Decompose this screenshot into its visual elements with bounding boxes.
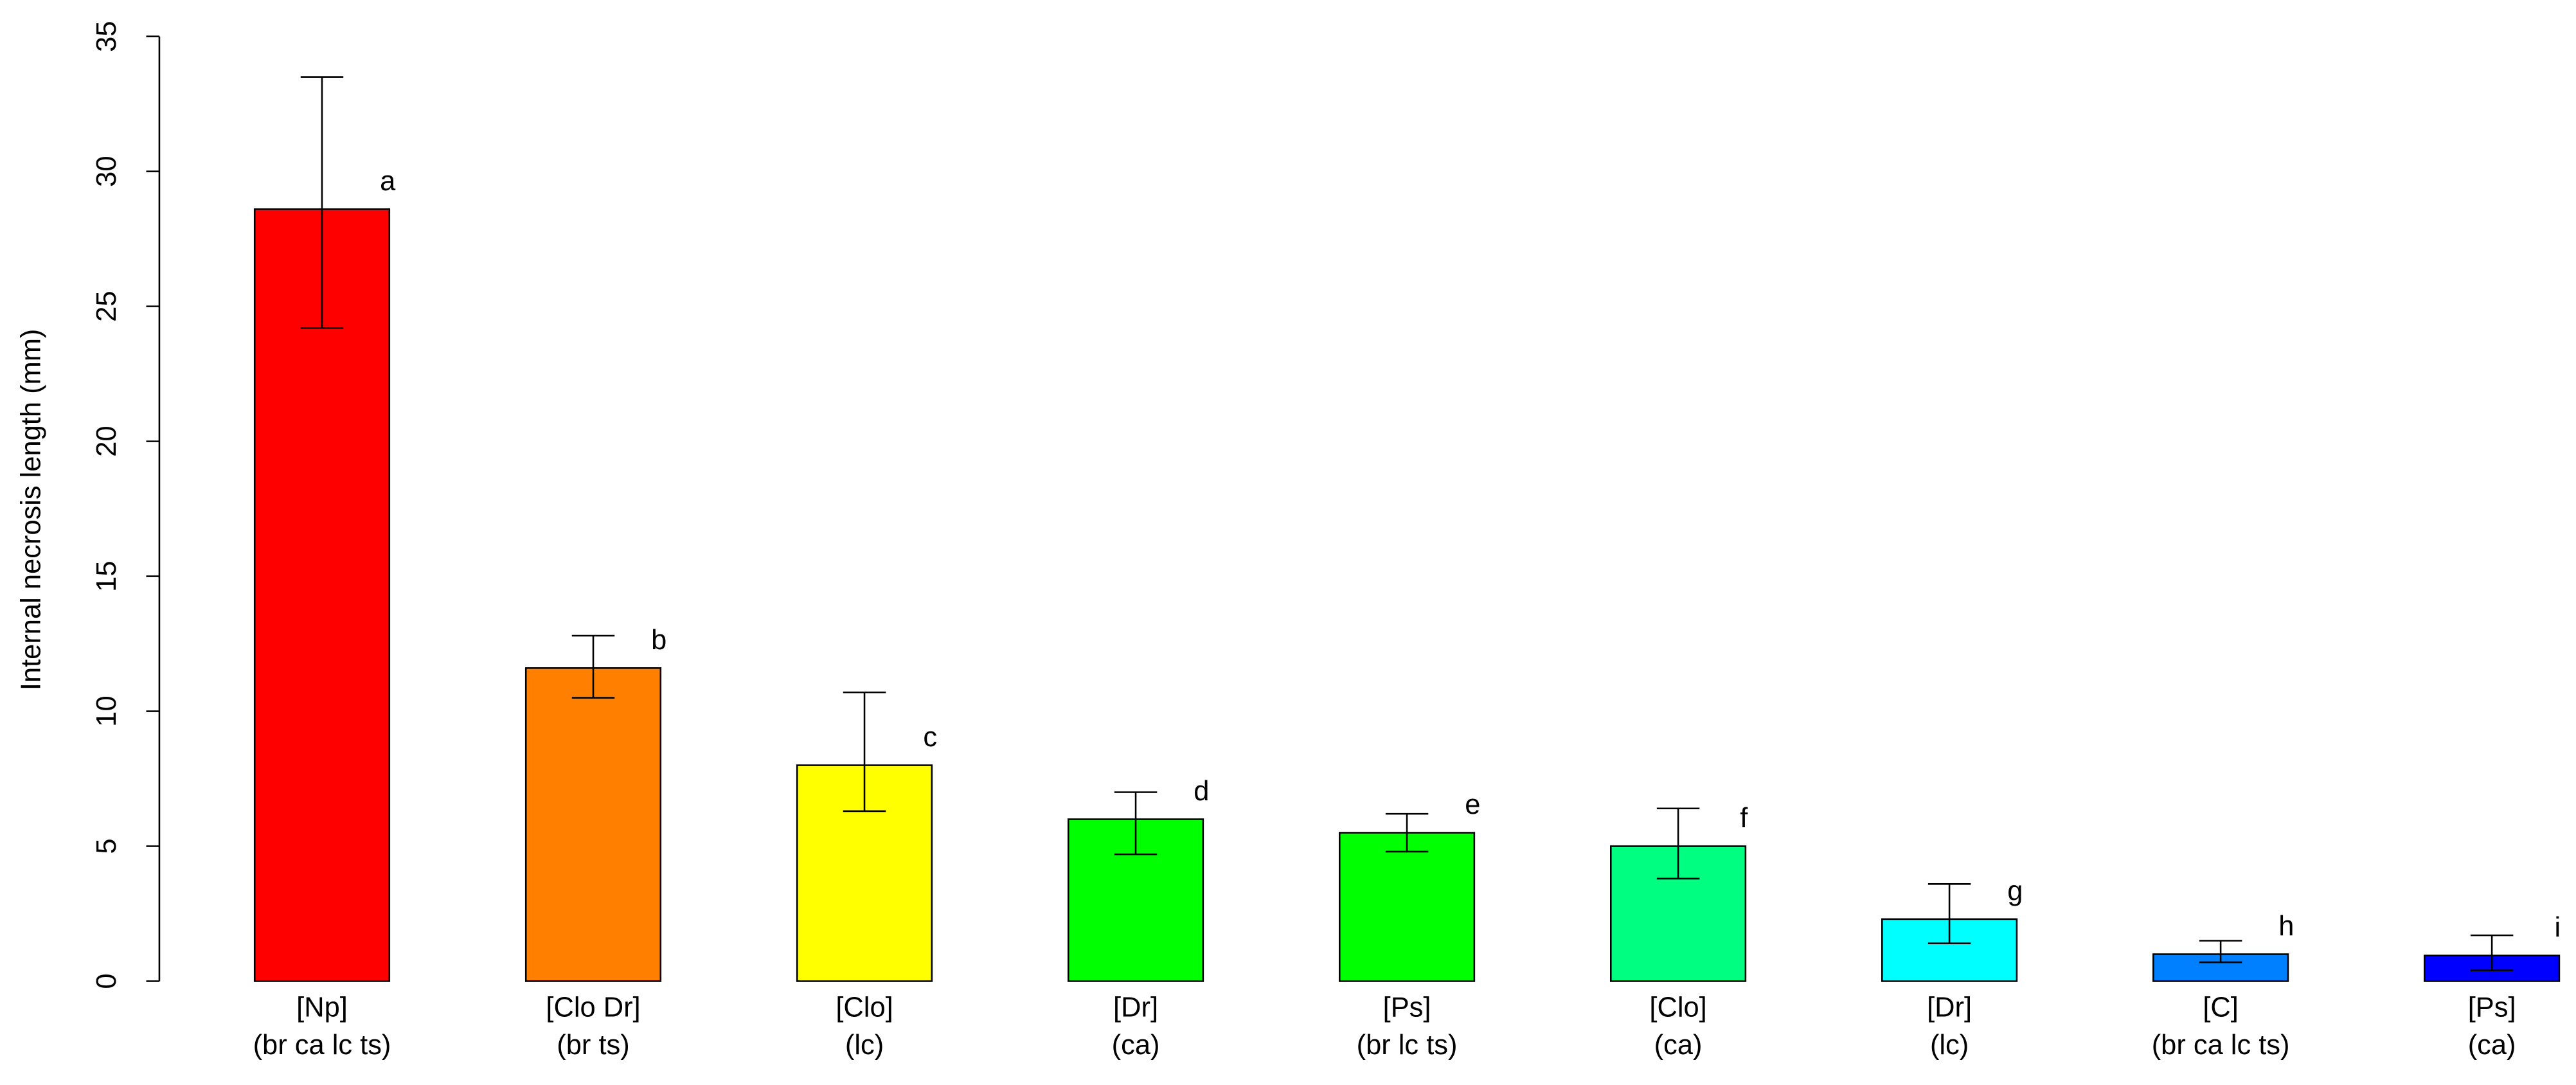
y-tick-label: 10 bbox=[91, 695, 122, 726]
x-tick-label: [Np] bbox=[296, 992, 348, 1023]
annotation: e bbox=[1465, 789, 1480, 820]
x-tick-label: (lc) bbox=[1930, 1030, 1969, 1061]
x-tick-label: [Dr] bbox=[1113, 992, 1158, 1023]
annotation: i bbox=[2555, 912, 2561, 943]
y-tick-label: 5 bbox=[91, 838, 122, 854]
x-tick-label: [Ps] bbox=[2468, 992, 2516, 1023]
x-tick-label: [C] bbox=[2203, 992, 2239, 1023]
y-tick-label: 15 bbox=[91, 560, 122, 591]
annotation: c bbox=[923, 722, 937, 753]
x-tick-label: (ca) bbox=[1112, 1030, 1160, 1061]
x-tick-label: (br ca lc ts) bbox=[253, 1030, 391, 1061]
annotation: b bbox=[651, 625, 666, 656]
x-tick-label: (lc) bbox=[845, 1030, 884, 1061]
x-tick-label: [Clo Dr] bbox=[546, 992, 640, 1023]
y-axis-label: Internal necrosis length (mm) bbox=[16, 329, 47, 690]
y-tick-label: 30 bbox=[91, 156, 122, 187]
y-tick-label: 0 bbox=[91, 973, 122, 989]
bar bbox=[1338, 832, 1476, 982]
y-tick-label: 25 bbox=[91, 291, 122, 321]
annotation: g bbox=[2007, 875, 2023, 906]
x-tick-label: (br lc ts) bbox=[1357, 1030, 1458, 1061]
bar bbox=[524, 667, 662, 982]
x-tick-label: [Ps] bbox=[1383, 992, 1431, 1023]
annotation: a bbox=[380, 166, 396, 197]
x-tick-label: (ca) bbox=[1654, 1030, 1703, 1061]
x-tick-label: [Dr] bbox=[1927, 992, 1972, 1023]
x-tick-label: (br ts) bbox=[557, 1030, 629, 1061]
y-tick-label: 35 bbox=[91, 21, 122, 52]
y-tick-label: 20 bbox=[91, 426, 122, 456]
x-tick-label: [Clo] bbox=[836, 992, 893, 1023]
x-tick-label: [Clo] bbox=[1649, 992, 1706, 1023]
x-tick-label: (ca) bbox=[2468, 1030, 2516, 1061]
x-tick-label: (br ca lc ts) bbox=[2152, 1030, 2290, 1061]
annotation: h bbox=[2278, 911, 2294, 942]
bar bbox=[253, 208, 391, 982]
annotation: f bbox=[1740, 803, 1748, 834]
annotation: d bbox=[1194, 776, 1209, 807]
